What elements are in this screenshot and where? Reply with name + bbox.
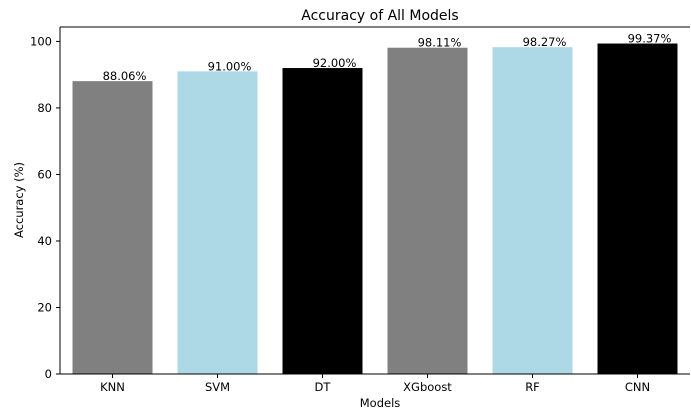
bar-rf <box>492 47 573 374</box>
y-tick-label: 60 <box>37 167 52 181</box>
bar-svm <box>177 71 258 375</box>
bar-knn <box>72 81 153 374</box>
y-tick-label: 40 <box>37 234 52 248</box>
data-labels-group: 88.06% 91.00% 92.00% 98.11% 98.27% 99.37% <box>103 32 672 84</box>
x-axis-label: Models <box>360 396 401 410</box>
bar-dt <box>282 68 363 374</box>
x-tick-label: RF <box>525 380 540 394</box>
y-tick-label: 80 <box>37 101 52 115</box>
chart-title: Accuracy of All Models <box>301 8 458 24</box>
data-label-rf: 98.27% <box>523 35 567 49</box>
data-label-svm: 91.00% <box>208 59 252 73</box>
plot-frame <box>60 27 690 374</box>
data-label-dt: 92.00% <box>313 56 357 70</box>
x-tick-label: SVM <box>205 380 230 394</box>
x-tick-label: XGboost <box>403 380 452 394</box>
x-tick-label: DT <box>315 380 332 394</box>
y-tick-label: 0 <box>45 367 52 381</box>
y-axis-label: Accuracy (%) <box>12 162 26 238</box>
data-label-cnn: 99.37% <box>628 32 672 46</box>
x-tick-label: CNN <box>625 380 650 394</box>
bar-cnn <box>597 43 678 374</box>
bars-group <box>72 43 678 375</box>
y-tick-label: 20 <box>37 300 52 314</box>
y-tick-label: 100 <box>30 34 52 48</box>
bar-xgboost <box>387 47 468 374</box>
x-tick-label: KNN <box>100 380 125 394</box>
x-ticks-group: KNN SVM DT XGboost RF CNN <box>100 374 650 394</box>
y-ticks-group: 0 20 40 60 80 100 <box>30 34 60 381</box>
plot-area: 88.06% 91.00% 92.00% 98.11% 98.27% 99.37% KNN… <box>30 26 690 394</box>
data-label-xgboost: 98.11% <box>418 36 462 50</box>
axes-group <box>59 26 690 375</box>
data-label-knn: 88.06% <box>103 69 147 83</box>
